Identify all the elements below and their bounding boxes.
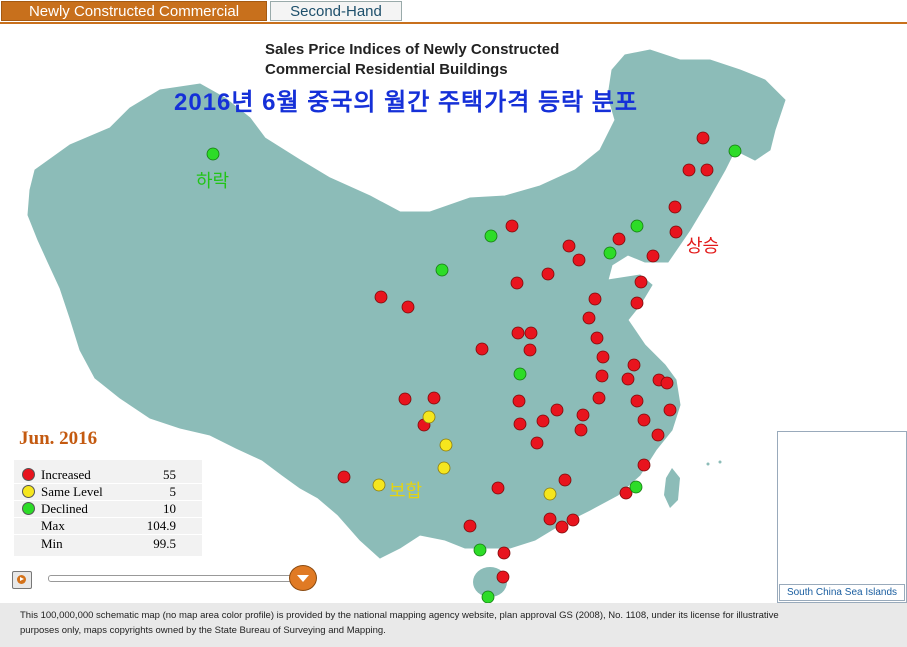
city-marker-same bbox=[437, 461, 451, 475]
city-marker-increased bbox=[374, 290, 388, 304]
city-marker-declined bbox=[728, 144, 742, 158]
city-marker-declined bbox=[630, 219, 644, 233]
city-marker-declined bbox=[481, 590, 495, 604]
city-marker-increased bbox=[660, 376, 674, 390]
city-marker-increased bbox=[555, 520, 569, 534]
city-marker-increased bbox=[572, 253, 586, 267]
city-marker-increased bbox=[630, 296, 644, 310]
city-marker-increased bbox=[427, 391, 441, 405]
city-marker-increased bbox=[634, 275, 648, 289]
city-marker-increased bbox=[595, 369, 609, 383]
city-marker-increased bbox=[646, 249, 660, 263]
city-marker-declined bbox=[435, 263, 449, 277]
play-icon bbox=[17, 575, 26, 584]
city-marker-increased bbox=[566, 513, 580, 527]
city-marker-increased bbox=[550, 403, 564, 417]
city-marker-increased bbox=[696, 131, 710, 145]
city-marker-increased bbox=[524, 326, 538, 340]
title-korean: 2016년 6월 중국의 월간 주택가격 등락 분포 bbox=[174, 89, 638, 116]
same-level-markers bbox=[372, 410, 557, 501]
city-marker-increased bbox=[463, 519, 477, 533]
legend-row-same-level: Same Level 5 bbox=[14, 483, 202, 501]
yellow-dot-icon bbox=[22, 485, 35, 498]
play-button[interactable] bbox=[12, 571, 32, 589]
city-marker-same bbox=[422, 410, 436, 424]
city-marker-increased bbox=[543, 512, 557, 526]
inset-label: South China Sea Islands bbox=[779, 584, 905, 601]
city-marker-increased bbox=[574, 423, 588, 437]
city-marker-increased bbox=[576, 408, 590, 422]
city-marker-increased bbox=[669, 225, 683, 239]
city-marker-increased bbox=[541, 267, 555, 281]
city-marker-declined bbox=[473, 543, 487, 557]
south-china-sea-inset bbox=[777, 431, 907, 603]
city-marker-increased bbox=[663, 403, 677, 417]
city-marker-increased bbox=[637, 458, 651, 472]
city-marker-increased bbox=[510, 276, 524, 290]
city-marker-increased bbox=[637, 413, 651, 427]
city-marker-same bbox=[439, 438, 453, 452]
city-marker-increased bbox=[619, 486, 633, 500]
tab-second-hand[interactable]: Second-Hand bbox=[270, 1, 402, 21]
city-marker-increased bbox=[558, 473, 572, 487]
city-marker-increased bbox=[530, 436, 544, 450]
label-same-level: 보합 bbox=[389, 481, 423, 501]
city-marker-increased bbox=[630, 394, 644, 408]
city-marker-increased bbox=[513, 417, 527, 431]
title-english: Sales Price Indices of Newly Constructed… bbox=[265, 41, 560, 78]
city-marker-increased bbox=[401, 300, 415, 314]
label-declined: 하락 bbox=[196, 171, 230, 191]
tab-bar: Newly Constructed Commercial Second-Hand bbox=[0, 0, 907, 24]
city-marker-declined bbox=[629, 480, 643, 494]
declined-markers bbox=[206, 144, 742, 604]
tab-newly-constructed[interactable]: Newly Constructed Commercial bbox=[1, 1, 267, 21]
city-marker-increased bbox=[651, 428, 665, 442]
city-marker-increased bbox=[668, 200, 682, 214]
city-marker-increased bbox=[700, 163, 714, 177]
city-marker-increased bbox=[682, 163, 696, 177]
green-dot-icon bbox=[22, 502, 35, 515]
legend-month: Jun. 2016 bbox=[19, 428, 98, 449]
city-marker-increased bbox=[475, 342, 489, 356]
city-marker-increased bbox=[512, 394, 526, 408]
city-marker-declined bbox=[513, 367, 527, 381]
taiwan-island bbox=[664, 468, 680, 508]
city-marker-increased bbox=[582, 311, 596, 325]
city-marker-same bbox=[372, 478, 386, 492]
footer: This 100,000,000 schematic map (no map a… bbox=[0, 603, 907, 647]
city-marker-increased bbox=[596, 350, 610, 364]
city-marker-increased bbox=[562, 239, 576, 253]
red-dot-icon bbox=[22, 468, 35, 481]
label-increased: 상승 bbox=[686, 236, 720, 256]
city-marker-declined bbox=[206, 147, 220, 161]
city-marker-increased bbox=[627, 358, 641, 372]
footer-note: This 100,000,000 schematic map (no map a… bbox=[20, 610, 779, 636]
city-marker-increased bbox=[536, 414, 550, 428]
city-marker-increased bbox=[523, 343, 537, 357]
legend-row-increased: Increased 55 bbox=[14, 466, 202, 484]
legend-panel: Increased 55 Same Level 5 Declined 10 Ma… bbox=[14, 460, 202, 556]
timeline-slider-handle[interactable] bbox=[289, 565, 317, 591]
city-marker-increased bbox=[511, 326, 525, 340]
city-marker-increased bbox=[497, 546, 511, 560]
legend-row-max: Max 104.9 bbox=[14, 517, 202, 535]
city-marker-increased bbox=[505, 219, 519, 233]
city-marker-increased bbox=[398, 392, 412, 406]
city-marker-increased bbox=[590, 331, 604, 345]
increased-markers bbox=[337, 131, 714, 584]
city-marker-declined bbox=[484, 229, 498, 243]
legend-row-declined: Declined 10 bbox=[14, 500, 202, 518]
city-marker-increased bbox=[592, 391, 606, 405]
city-marker-increased bbox=[621, 372, 635, 386]
city-marker-increased bbox=[588, 292, 602, 306]
city-marker-increased bbox=[612, 232, 626, 246]
timeline-slider-track[interactable] bbox=[48, 575, 306, 582]
city-marker-increased bbox=[496, 570, 510, 584]
legend-row-min: Min 99.5 bbox=[41, 536, 176, 551]
city-marker-declined bbox=[603, 246, 617, 260]
city-marker-increased bbox=[491, 481, 505, 495]
city-marker-increased bbox=[337, 470, 351, 484]
city-marker-same bbox=[543, 487, 557, 501]
